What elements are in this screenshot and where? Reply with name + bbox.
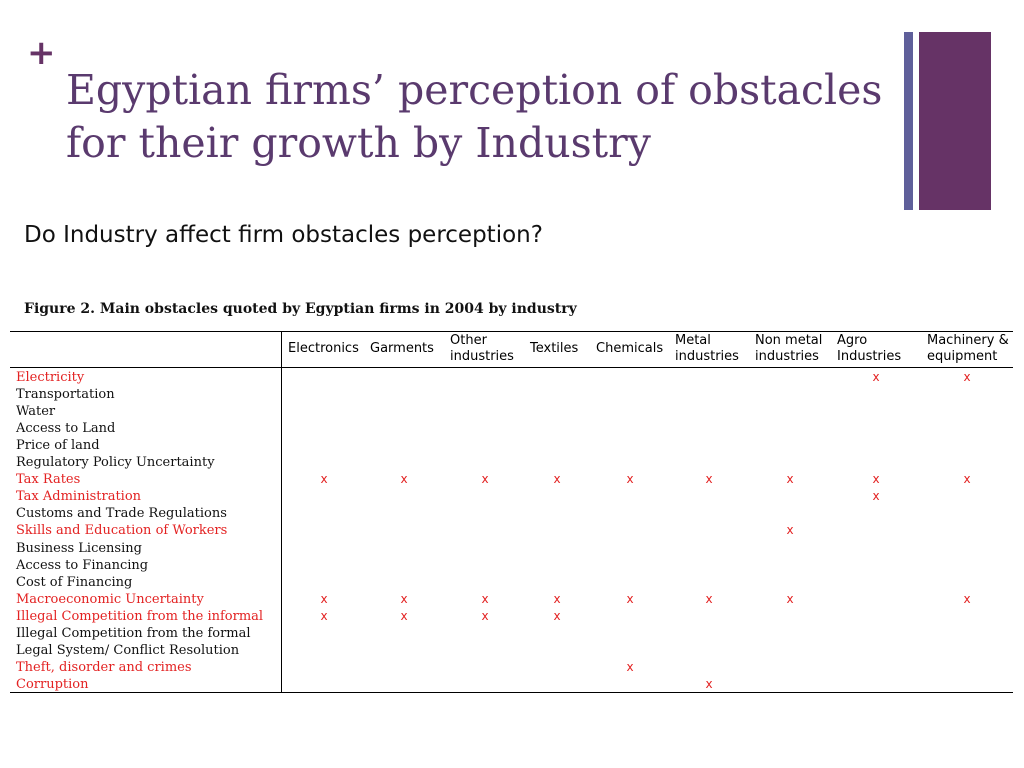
- obstacle-mark: x: [481, 608, 489, 623]
- obstacle-mark: x: [963, 472, 971, 487]
- table-row-label: Access to Land: [16, 421, 116, 437]
- table-row-label: Macroeconomic Uncertainty: [16, 591, 204, 607]
- column-header: Textiles: [530, 341, 578, 357]
- column-header-line-1: Agro: [837, 333, 868, 348]
- slide-title-line-1: Egyptian firms’ perception of obstacles: [66, 66, 883, 114]
- obstacle-mark: x: [705, 591, 713, 606]
- obstacle-mark: x: [320, 608, 328, 623]
- table-row-label: Transportation: [16, 387, 115, 403]
- table-row-label: Access to Financing: [16, 557, 149, 573]
- figure-caption: Figure 2. Main obstacles quoted by Egypt…: [24, 301, 577, 317]
- column-header: Chemicals: [596, 341, 663, 357]
- obstacle-mark: x: [705, 676, 713, 691]
- column-header-line-2: industries: [450, 349, 514, 364]
- table-header-rule: [10, 367, 1013, 368]
- obstacle-mark: x: [872, 472, 880, 487]
- obstacle-mark: x: [553, 608, 561, 623]
- obstacle-mark: x: [320, 472, 328, 487]
- column-header-line-1: Metal: [675, 333, 711, 348]
- obstacle-mark: x: [481, 472, 489, 487]
- decorative-thin-bar: [904, 32, 913, 210]
- slide-question: Do Industry affect firm obstacles percep…: [24, 222, 543, 248]
- column-header-line-2: industries: [675, 349, 739, 364]
- table-row-label: Regulatory Policy Uncertainty: [16, 455, 215, 471]
- obstacle-mark: x: [400, 608, 408, 623]
- table-row-label: Electricity: [16, 370, 85, 385]
- column-header-line-1: Chemicals: [596, 341, 664, 356]
- table-row-label: Cost of Financing: [16, 574, 133, 590]
- column-header: Electronics: [288, 341, 359, 357]
- column-header-line-1: Textiles: [530, 341, 579, 356]
- column-header: Agro Industries: [837, 333, 901, 365]
- table-label-divider: [281, 331, 282, 692]
- obstacle-mark: x: [872, 489, 880, 504]
- column-header-line-1: Garments: [370, 341, 434, 356]
- table-row-label: Illegal Competition from the informal: [16, 608, 264, 624]
- table-row-label: Tax Rates: [16, 472, 81, 488]
- table-bottom-rule: [10, 692, 1013, 693]
- obstacle-mark: x: [626, 659, 634, 674]
- obstacle-mark: x: [872, 370, 880, 384]
- table-top-rule: [10, 331, 1013, 332]
- plus-bullet-icon: +: [27, 33, 56, 73]
- obstacle-mark: x: [963, 591, 971, 606]
- column-header: Other industries: [450, 333, 514, 365]
- table-row-label: Water: [16, 404, 56, 420]
- table-row-label: Skills and Education of Workers: [16, 523, 228, 539]
- table-row-label: Customs and Trade Regulations: [16, 506, 227, 522]
- slide-title-line-2: for their growth by Industry: [66, 119, 651, 167]
- obstacle-mark: x: [400, 472, 408, 487]
- table-row-label: Theft, disorder and crimes: [16, 659, 192, 675]
- column-header-line-1: Electronics: [288, 341, 359, 356]
- obstacle-mark: x: [705, 472, 713, 487]
- obstacle-mark: x: [786, 523, 794, 538]
- obstacle-mark: x: [786, 591, 794, 606]
- column-header: Metal industries: [675, 333, 739, 365]
- table-row-label: Corruption: [16, 676, 89, 692]
- obstacle-mark: x: [553, 472, 561, 487]
- obstacle-mark: x: [963, 370, 971, 384]
- obstacle-mark: x: [320, 591, 328, 606]
- table-row-label: Tax Administration: [16, 489, 142, 505]
- column-header-line-2: Industries: [837, 349, 902, 364]
- column-header: Non metal industries: [755, 333, 822, 365]
- column-header-line-1: Machinery &: [927, 333, 1009, 348]
- obstacle-mark: x: [626, 472, 634, 487]
- column-header-line-1: Other: [450, 333, 487, 348]
- slide-title: Egyptian firms’ perception of obstacles …: [66, 64, 906, 170]
- obstacle-mark: x: [786, 472, 794, 487]
- table-row-label: Price of land: [16, 438, 100, 454]
- column-header: Garments: [370, 341, 434, 357]
- decorative-wide-bar: [919, 32, 991, 210]
- column-header: Machinery & equipment: [927, 333, 1009, 365]
- obstacle-mark: x: [626, 591, 634, 606]
- obstacle-mark: x: [481, 591, 489, 606]
- column-header-line-2: industries: [755, 349, 819, 364]
- obstacle-mark: x: [400, 591, 408, 606]
- column-header-line-2: equipment: [927, 349, 998, 364]
- table-row-label: Illegal Competition from the formal: [16, 625, 251, 641]
- table-row-label: Legal System/ Conflict Resolution: [16, 642, 240, 658]
- obstacles-table: Electronics Garments Other industries Textil…: [10, 331, 1013, 693]
- column-header-line-1: Non metal: [755, 333, 823, 348]
- table-row-label: Business Licensing: [16, 540, 142, 556]
- obstacle-mark: x: [553, 591, 561, 606]
